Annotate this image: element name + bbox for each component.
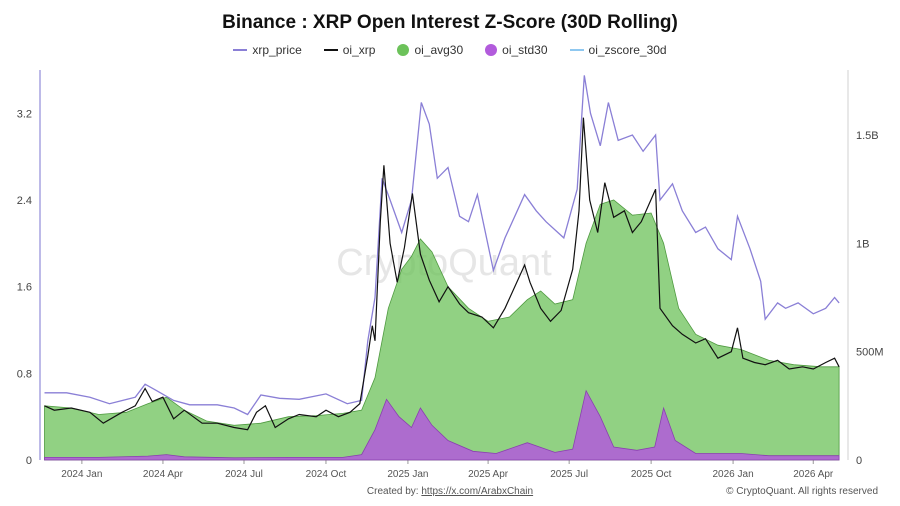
legend-label: oi_zscore_30d [588, 43, 667, 57]
oi-xrp-line [44, 117, 840, 431]
left-tick-label: 0 [26, 455, 32, 467]
legend-label: oi_avg30 [414, 43, 464, 57]
x-tick-label: 2025 Jan [387, 469, 428, 480]
right-tick-label: 1.5B [856, 130, 879, 142]
footer-copyright: © CryptoQuant. All rights reserved [726, 486, 878, 497]
xrp-price-line [44, 75, 840, 416]
legend-item-oi-xrp[interactable]: oi_xrp [323, 43, 376, 57]
legend-label: oi_std30 [502, 43, 548, 57]
left-tick-label: 3.2 [17, 108, 32, 120]
legend-swatch [323, 49, 338, 51]
x-tick-label: 2025 Jul [550, 469, 588, 480]
right-tick-label: 500M [856, 347, 884, 359]
legend-item-xrp-price[interactable]: xrp_price [233, 43, 302, 57]
right-tick-label: 0 [856, 455, 862, 467]
legend: xrp_price oi_xrp oi_avg30 oi_std30 oi_zscore… [0, 43, 900, 57]
x-tick-label: 2024 Oct [306, 469, 347, 480]
x-tick-label: 2024 Jul [225, 469, 263, 480]
x-tick-label: 2024 Jan [61, 469, 102, 480]
legend-item-oi-avg30[interactable]: oi_avg30 [397, 43, 463, 57]
legend-swatch [397, 44, 410, 56]
right-tick-label: 1B [856, 238, 869, 250]
footer-credit-link[interactable]: https://x.com/ArabxChain [421, 486, 534, 497]
footer-credit: Created by: https://x.com/ArabxChain [0, 486, 900, 497]
legend-item-oi-std30[interactable]: oi_std30 [485, 43, 548, 57]
oi-std30-area [44, 389, 840, 461]
left-tick-label: 1.6 [17, 282, 32, 294]
legend-swatch [485, 44, 498, 56]
x-tick-label: 2026 Jan [713, 469, 754, 480]
footer-credit-label: Created by: [366, 486, 422, 497]
legend-label: xrp_price [252, 43, 302, 57]
x-tick-label: 2024 Apr [143, 469, 184, 480]
left-tick-label: 0.8 [17, 368, 32, 380]
x-tick-label: 2026 Apr [793, 469, 834, 480]
oi-avg30-area [44, 199, 840, 461]
legend-item-oi-zscore-30d[interactable]: oi_zscore_30d [569, 43, 667, 57]
left-tick-label: 2.4 [17, 195, 32, 207]
legend-swatch [233, 49, 248, 51]
x-tick-label: 2025 Oct [631, 469, 672, 480]
legend-swatch [569, 49, 584, 51]
legend-label: oi_xrp [342, 43, 376, 57]
x-tick-label: 2025 Apr [468, 469, 509, 480]
chart-title: Binance : XRP Open Interest Z-Score (30D… [222, 12, 678, 33]
watermark: CryptoQuant [336, 242, 552, 284]
